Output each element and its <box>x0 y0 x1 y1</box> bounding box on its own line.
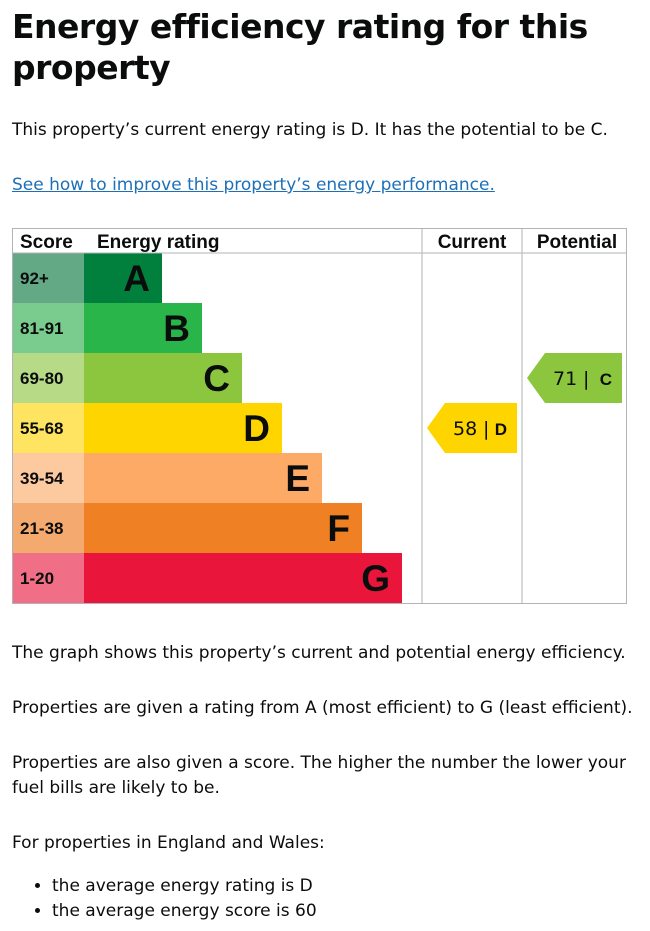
current-rating-arrow: 58 | D <box>427 403 517 453</box>
band-bar-g <box>84 553 402 603</box>
band-bar-f <box>84 503 362 553</box>
band-letter-e: E <box>285 458 310 499</box>
average-facts-list: the average energy rating is D the avera… <box>12 874 317 924</box>
average-rating-item: the average energy rating is D <box>52 874 317 899</box>
band-row-g: 1-20 G <box>12 553 402 603</box>
current-rating-arrow-letter: D <box>495 420 507 439</box>
band-letter-f: F <box>327 508 350 549</box>
score-label-f: 21-38 <box>20 519 63 538</box>
score-cell-g <box>12 553 84 603</box>
energy-rating-chart: 92+ A 81-91 B 69-80 C 55-68 D 39-54 E 21-38 F 1-20 G … <box>12 228 627 604</box>
current-rating-arrow-separator: | <box>483 418 489 440</box>
score-label-a: 92+ <box>20 269 49 288</box>
band-bar-d <box>84 403 282 453</box>
band-row-d: 55-68 D <box>12 403 282 453</box>
energy-rating-graph: 92+ A81-91 B69-80 C55-68 D39-54 E21-38 F1-20 G … <box>12 228 627 604</box>
band-letter-b: B <box>163 308 190 349</box>
potential-rating-arrow-shape <box>527 353 622 403</box>
page-title: Energy efficiency rating for this proper… <box>12 7 588 87</box>
band-letter-g: G <box>361 558 390 599</box>
improve-link-container: See how to improve this property’s energ… <box>12 173 637 198</box>
potential-rating-arrow: 71 | C <box>527 353 622 403</box>
band-row-f: 21-38 F <box>12 503 362 553</box>
chart-border <box>12 228 627 604</box>
improve-energy-performance-link[interactable]: See how to improve this property’s energ… <box>12 175 495 195</box>
score-label-g: 1-20 <box>20 569 54 588</box>
band-bar-e <box>84 453 322 503</box>
average-score-item: the average energy score is 60 <box>52 899 317 924</box>
score-label-b: 81-91 <box>20 319 63 338</box>
header-current: Current <box>438 232 507 253</box>
graph-description: The graph shows this property’s current … <box>12 643 626 663</box>
band-letter-a: A <box>123 258 150 299</box>
band-bar-a <box>84 253 162 303</box>
score-description: Properties are also given a score. The h… <box>12 753 626 798</box>
band-letter-d: D <box>243 408 270 449</box>
potential-rating-arrow-letter: C <box>600 370 612 389</box>
header-energy-rating: Energy rating <box>97 232 219 253</box>
potential-rating-arrow-score: 71 <box>553 368 577 390</box>
header-potential: Potential <box>537 232 617 253</box>
band-bar-b <box>84 303 202 353</box>
current-rating-arrow-score: 58 <box>453 418 477 440</box>
score-cell-c <box>12 353 84 403</box>
score-cell-f <box>12 503 84 553</box>
band-bar-c <box>84 353 242 403</box>
rating-range-description: Properties are given a rating from A (mo… <box>12 698 633 718</box>
band-row-a: 92+ A <box>12 253 162 303</box>
rating-summary: This property’s current energy rating is… <box>12 120 608 140</box>
score-cell-b <box>12 303 84 353</box>
band-row-c: 69-80 C <box>12 353 242 403</box>
score-label-c: 69-80 <box>20 369 63 388</box>
band-row-e: 39-54 E <box>12 453 322 503</box>
header-score: Score <box>20 232 73 253</box>
score-cell-d <box>12 403 84 453</box>
current-rating-arrow-shape <box>427 403 517 453</box>
england-wales-heading: For properties in England and Wales: <box>12 833 325 853</box>
score-label-e: 39-54 <box>20 469 64 488</box>
score-cell-a <box>12 253 84 303</box>
score-label-d: 55-68 <box>20 419 63 438</box>
score-cell-e <box>12 453 84 503</box>
band-letter-c: C <box>203 358 230 399</box>
potential-rating-arrow-separator: | <box>583 368 589 390</box>
band-row-b: 81-91 B <box>12 303 202 353</box>
